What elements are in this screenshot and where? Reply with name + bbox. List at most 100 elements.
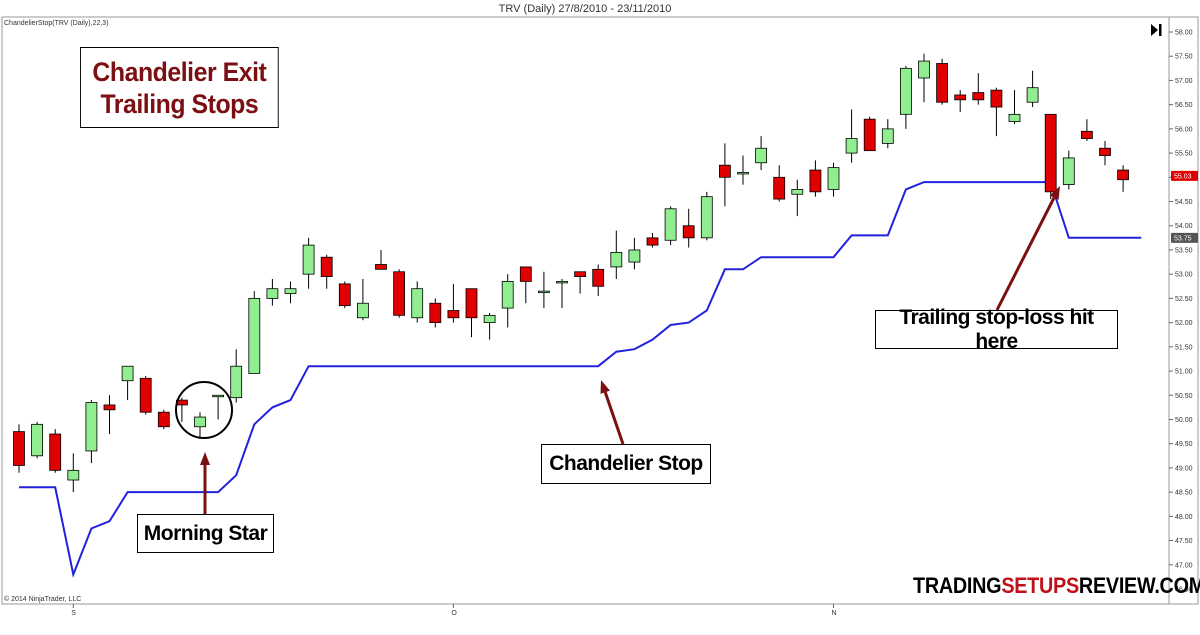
candle-body-down <box>972 92 985 101</box>
candle-body-down <box>393 271 406 316</box>
candle <box>646 233 659 248</box>
candle <box>990 87 1003 137</box>
candle-body-up <box>121 365 134 382</box>
candle <box>936 58 948 105</box>
candle-body-down <box>13 431 25 466</box>
candle-body-up <box>700 196 713 239</box>
candle <box>827 162 840 197</box>
price-marker-box <box>1171 232 1198 243</box>
candle-body-up <box>1008 113 1021 123</box>
candle-body-down <box>320 256 333 277</box>
candle <box>592 264 605 296</box>
skip-to-end-icon[interactable] <box>1149 23 1163 37</box>
candle <box>863 116 876 152</box>
candle-body-up <box>212 394 225 398</box>
candle-body-down <box>809 169 822 193</box>
candle <box>212 394 225 420</box>
morning-star-circle <box>175 381 233 439</box>
brand-suffix: REVIEW.COM <box>1078 573 1200 598</box>
candle <box>429 298 442 328</box>
y-tick-label: 49.00 <box>1175 465 1193 472</box>
candle-body-down <box>936 63 948 103</box>
chandelier-stop-label: Chandelier Stop <box>541 444 711 484</box>
y-tick-label: 53.00 <box>1175 272 1193 279</box>
candle <box>483 312 496 340</box>
brand-watermark: TRADINGSETUPSREVIEW.COM <box>913 573 1200 599</box>
y-tick-label: 51.00 <box>1175 369 1193 376</box>
candle-body-up <box>67 469 80 481</box>
annotation-arrows <box>175 186 1060 514</box>
axis-border <box>1168 16 1199 605</box>
candle <box>49 429 62 473</box>
morning-star-arrow <box>200 452 210 514</box>
candle <box>1099 140 1111 166</box>
candle <box>13 424 25 473</box>
price-marker: 55.03 <box>1171 170 1198 181</box>
copyright-text: © 2014 NinjaTrader, LLC <box>4 596 82 603</box>
candle <box>682 208 695 248</box>
y-tick-label: 47.00 <box>1175 562 1193 569</box>
price-marker-box <box>1171 170 1198 181</box>
x-tick-label: S <box>71 610 76 617</box>
stop-hit-arrow-head <box>1049 186 1060 200</box>
candle-body-down <box>338 283 351 307</box>
candle <box>248 291 261 374</box>
candle-body-up <box>881 128 894 144</box>
candle <box>972 73 985 105</box>
candle <box>628 237 641 270</box>
candle <box>700 191 713 241</box>
candle-body-down <box>519 266 532 282</box>
candle-body-up <box>556 281 568 284</box>
candle-body-up <box>194 416 206 428</box>
x-tick-label: N <box>832 610 837 617</box>
candle <box>393 269 406 318</box>
stop-hit-label: Trailing stop-loss hit here <box>875 306 1118 353</box>
stop-hit-arrow <box>995 186 1060 311</box>
candle-body-up <box>284 288 297 294</box>
candle <box>356 279 369 321</box>
candle <box>266 279 279 306</box>
candle-body-up <box>31 423 44 457</box>
candle <box>375 249 387 270</box>
candle-body-down <box>773 176 786 200</box>
brand-prefix: TRADING <box>913 573 1002 598</box>
candle <box>411 281 424 323</box>
candle-body-down <box>465 288 478 319</box>
candle-body-up <box>900 67 912 115</box>
candle-body-down <box>157 411 170 428</box>
candle-body-down <box>863 118 876 152</box>
candle <box>719 143 731 207</box>
candle <box>284 281 297 304</box>
y-tick-label: 50.50 <box>1175 393 1193 400</box>
chandelier-stop-arrow-head <box>600 380 610 394</box>
brand-accent: SETUPS <box>1001 573 1079 598</box>
candle-body-down <box>375 264 387 270</box>
candle-body-up <box>918 60 930 79</box>
candle <box>954 90 967 112</box>
candle <box>664 206 677 246</box>
candle-body-down <box>990 89 1003 108</box>
y-tick-label: 52.00 <box>1175 320 1193 327</box>
candle <box>320 254 333 289</box>
candle-body-up <box>1026 87 1039 103</box>
candle <box>465 288 478 338</box>
y-tick-label: 48.50 <box>1175 490 1193 497</box>
candle <box>139 375 152 415</box>
y-tick-label: 58.00 <box>1175 30 1193 37</box>
candle-body-up <box>501 281 514 309</box>
chart-header-title: TRV (Daily) 27/8/2010 - 23/11/2010 <box>498 3 672 15</box>
y-tick-label: 49.50 <box>1175 441 1193 448</box>
y-tick-label: 56.50 <box>1175 102 1193 109</box>
candle-body-down <box>719 164 731 178</box>
candle-body-down <box>139 377 152 413</box>
candle-body-down <box>592 268 605 287</box>
candle-body-up <box>791 189 804 195</box>
price-marker: 53.75 <box>1171 232 1198 243</box>
stop-hit-arrow-shaft <box>995 196 1056 311</box>
candle <box>755 136 767 171</box>
candle <box>338 281 351 309</box>
candle-body-down <box>954 94 967 101</box>
candle-body-down <box>1044 113 1057 193</box>
y-tick-label: 53.50 <box>1175 247 1193 254</box>
